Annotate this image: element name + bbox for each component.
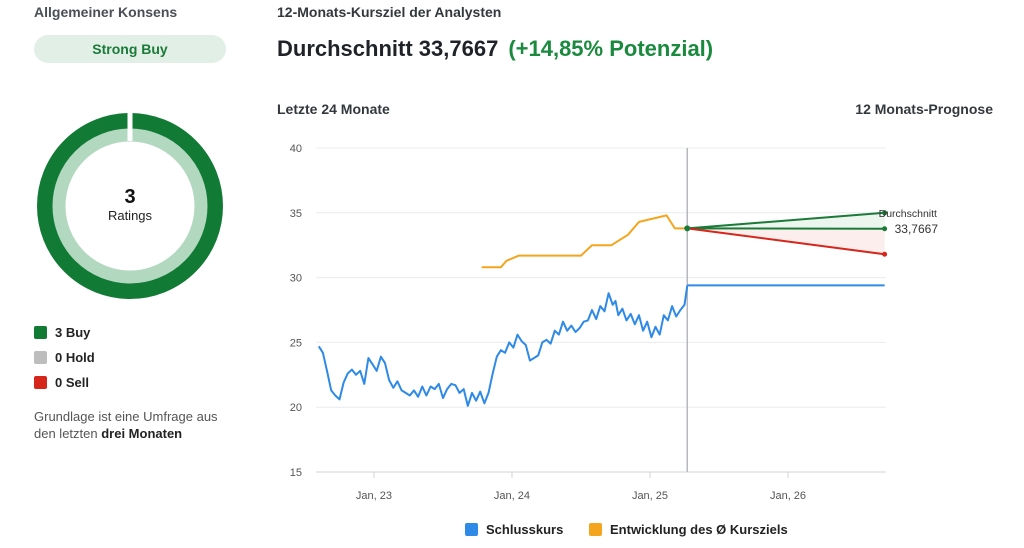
x-tick-label: Jan, 23 [356, 490, 392, 502]
y-tick-label: 20 [290, 402, 302, 414]
legend-sell: 0 Sell [34, 375, 89, 390]
close-price-swatch [465, 523, 478, 536]
target-development-swatch [589, 523, 602, 536]
legend-target-development-label: Entwicklung des Ø Kursziels [610, 522, 788, 537]
sell-swatch [34, 376, 47, 389]
forecast-average-point [882, 226, 888, 232]
hold-swatch [34, 351, 47, 364]
target-title: 12-Monats-Kursziel der Analysten [277, 4, 502, 20]
forecast-low-line [687, 227, 885, 256]
donut-gap [127, 111, 133, 141]
ratings-donut [37, 111, 223, 299]
x-tick-label: Jan, 26 [770, 490, 806, 502]
target-development-line [481, 214, 688, 269]
y-tick-label: 35 [290, 208, 302, 220]
consensus-rating-badge: Strong Buy [34, 35, 226, 63]
legend-buy: 3 Buy [34, 325, 90, 340]
buy-swatch [34, 326, 47, 339]
potential: (+14,85% Potenzial) [508, 36, 714, 61]
legend-close-price: Schlusskurs [465, 522, 563, 537]
forecast-average-value: 33,7667 [895, 222, 939, 236]
survey-note-bold: drei Monaten [101, 426, 183, 441]
legend-buy-label: 3 Buy [55, 325, 91, 340]
ratings-label: Ratings [107, 208, 153, 223]
close-price-line [317, 285, 689, 407]
target-headline: Durchschnitt 33,7667 (+14,85% Potenzial) [277, 36, 713, 62]
forecast-heading: 12 Monats-Prognose [855, 101, 993, 117]
forecast-average-label: Durchschnitt [879, 208, 937, 220]
forecast-high-line [687, 211, 885, 230]
survey-note: Grundlage ist eine Umfrage aus den letzt… [34, 408, 234, 442]
forecast-high-point [882, 210, 888, 216]
consensus-title: Allgemeiner Konsens [34, 4, 178, 20]
legend-target-development: Entwicklung des Ø Kursziels [589, 522, 788, 537]
y-tick-label: 30 [290, 273, 302, 285]
x-tick-label: Jan, 25 [632, 490, 668, 502]
forecast-low-point [882, 251, 888, 257]
legend-close-price-label: Schlusskurs [486, 522, 564, 537]
forecast-start-point [684, 225, 691, 232]
legend-sell-label: 0 Sell [55, 375, 89, 390]
history-heading: Letzte 24 Monate [277, 101, 390, 117]
total-ratings: 3 [124, 186, 136, 208]
donut-center: 3 Ratings [40, 186, 220, 223]
average-target: Durchschnitt 33,7667 [277, 36, 499, 61]
y-tick-label: 40 [290, 143, 302, 155]
y-tick-label: 15 [290, 467, 302, 479]
y-tick-label: 25 [290, 337, 302, 349]
x-tick-label: Jan, 24 [494, 490, 530, 502]
survey-note-text: Grundlage ist eine Umfrage aus den letzt… [34, 409, 218, 441]
legend-hold-label: 0 Hold [55, 350, 95, 365]
legend-hold: 0 Hold [34, 350, 95, 365]
